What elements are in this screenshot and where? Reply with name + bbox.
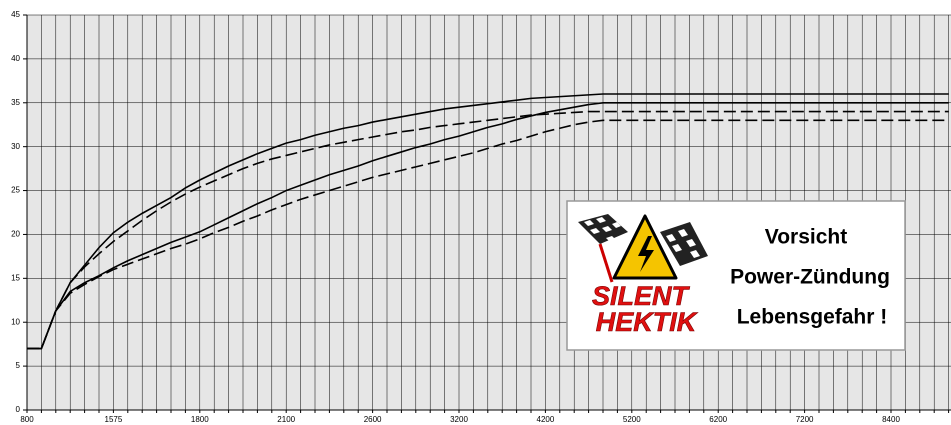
y-tick-label: 15 bbox=[11, 273, 20, 282]
warning-text: Vorsicht bbox=[765, 226, 847, 249]
x-tick-label: 1575 bbox=[105, 415, 123, 424]
x-tick-label: 2100 bbox=[277, 415, 295, 424]
x-tick-label: 1800 bbox=[191, 415, 209, 424]
brand-line-2: HEKTIK bbox=[596, 307, 699, 337]
x-tick-label: 7200 bbox=[796, 415, 814, 424]
warning-text: Lebensgefahr ! bbox=[737, 306, 888, 329]
y-tick-label: 20 bbox=[11, 230, 20, 239]
y-tick-label: 40 bbox=[11, 54, 20, 63]
y-tick-label: 30 bbox=[11, 142, 20, 151]
x-tick-label: 3200 bbox=[450, 415, 468, 424]
y-tick-label: 25 bbox=[11, 186, 20, 195]
x-tick-label: 6200 bbox=[709, 415, 727, 424]
warning-text: Power-Zündung bbox=[730, 266, 890, 289]
logo: SILENT HEKTIK Vorsicht Power-Zündung Leb… bbox=[567, 201, 905, 350]
y-tick-label: 10 bbox=[11, 317, 20, 326]
y-tick-label: 35 bbox=[11, 98, 20, 107]
x-tick-label: 2600 bbox=[364, 415, 382, 424]
y-tick-label: 45 bbox=[11, 10, 20, 19]
y-tick-label: 5 bbox=[16, 361, 21, 370]
y-tick-label: 0 bbox=[16, 405, 21, 414]
chart: 0 5 10 15 20 25 30 35 40 45 800 1575 1800 2100 2600 320… bbox=[0, 0, 951, 425]
x-tick-label: 8400 bbox=[882, 415, 900, 424]
x-tick-label: 800 bbox=[20, 415, 34, 424]
x-tick-label: 5200 bbox=[623, 415, 641, 424]
x-tick-label: 4200 bbox=[537, 415, 555, 424]
